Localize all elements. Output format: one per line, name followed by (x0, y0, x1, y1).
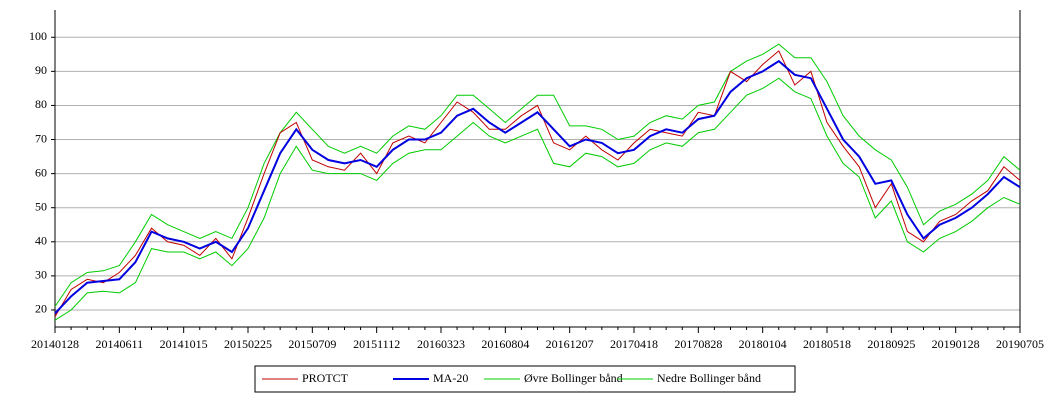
x-tick-label: 20151112 (353, 337, 400, 351)
y-tick-label: 80 (35, 97, 47, 111)
x-tick-label: 20180925 (867, 337, 915, 351)
series-line (54, 43, 1021, 307)
x-tick-label: 20140128 (31, 337, 79, 351)
y-tick-label: 60 (35, 165, 47, 179)
x-tick-label: 20190705 (996, 337, 1044, 351)
x-tick-label: 20150709 (288, 337, 336, 351)
x-tick-label: 20170828 (674, 337, 722, 351)
y-tick-label: 50 (35, 199, 47, 213)
legend-label: MA-20 (433, 371, 468, 385)
x-tick-label: 20160323 (417, 337, 465, 351)
series-line (54, 50, 1021, 318)
y-tick-label: 100 (29, 29, 47, 43)
x-tick-label: 20190128 (932, 337, 980, 351)
y-tick-label: 30 (35, 268, 47, 282)
x-tick-label: 20141015 (160, 337, 208, 351)
legend-label: Øvre Bollinger bånd (524, 371, 623, 385)
x-tick-label: 20140611 (96, 337, 144, 351)
legend-label: Nedre Bollinger bånd (657, 371, 761, 385)
series-line (54, 59, 1021, 315)
y-tick-label: 40 (35, 234, 47, 248)
x-tick-label: 20180104 (739, 337, 787, 351)
series-line (54, 77, 1021, 321)
x-tick-label: 20170418 (610, 337, 658, 351)
x-tick-label: 20180518 (803, 337, 851, 351)
x-tick-label: 20161207 (546, 337, 594, 351)
x-tick-label: 20150225 (224, 337, 272, 351)
y-tick-label: 20 (35, 302, 47, 316)
legend-box (254, 365, 796, 393)
y-tick-label: 90 (35, 63, 47, 77)
y-tick-label: 70 (35, 131, 47, 145)
legend-label: PROTCT (302, 371, 349, 385)
x-tick-label: 20160804 (481, 337, 529, 351)
